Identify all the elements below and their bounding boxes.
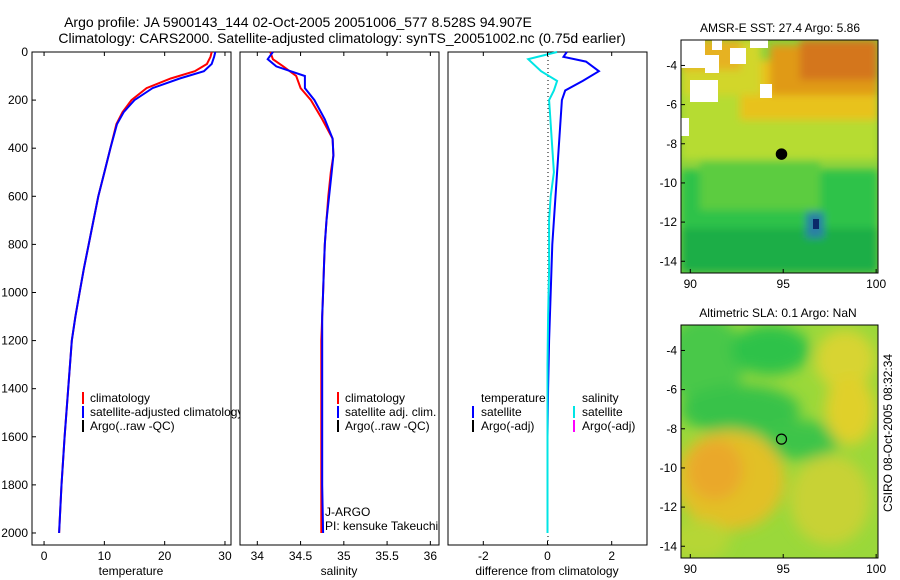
temperature-series xyxy=(58,51,217,534)
x-tick-label: 95 xyxy=(777,277,791,291)
x-tick-label: -2 xyxy=(478,549,489,563)
legend-sal-argo-label: Argo(-adj) xyxy=(582,419,635,433)
temperature-y-ticks: 0 200 400 600 800 1000 1200 1400 1600 1800 2000 xyxy=(1,45,36,540)
sla-map-panel: Altimetric SLA: 0.1 Argo: NaN 90 95 100 -4… xyxy=(660,306,887,576)
legend-temp-satellite-label: satellite xyxy=(481,405,522,419)
legend-satellite-adjusted-label: satellite-adjusted climatology xyxy=(90,405,243,419)
sla-map-image xyxy=(681,325,878,558)
temperature-legend: climatology satellite-adjusted climatolo… xyxy=(82,391,243,433)
legend-argo-label: Argo(..raw -QC) xyxy=(345,419,430,433)
x-tick-label: 35.5 xyxy=(375,549,399,563)
sst-map-panel: AMSR-E SST: 27.4 Argo: 5.86 xyxy=(660,21,887,291)
y-tick-label: -14 xyxy=(660,539,678,553)
y-tick-label: -10 xyxy=(660,176,678,190)
y-tick-label: 1000 xyxy=(1,285,28,299)
sst-map-y-ticks: -4 -6 -8 -10 -12 -14 xyxy=(660,58,685,268)
y-tick-label: -6 xyxy=(666,383,677,397)
x-tick-label: 95 xyxy=(777,562,791,576)
land-mask xyxy=(681,40,772,136)
y-tick-label: -14 xyxy=(660,254,678,268)
sla-map-x-ticks: 90 95 100 xyxy=(684,554,886,576)
y-tick-label: 400 xyxy=(8,141,28,155)
salinity-x-ticks: 34 34.5 35 35.5 36 xyxy=(251,52,438,563)
x-tick-label: 90 xyxy=(684,277,698,291)
temperature-panel: 0 10 20 30 0 200 400 600 800 1000 1200 1400 1600 180… xyxy=(1,45,243,578)
legend-satellite-label: satellite adj. clim. xyxy=(345,405,436,419)
argo-location-marker xyxy=(775,433,788,445)
difference-panel: -2 0 2 difference from climatology tempera… xyxy=(447,51,648,578)
temperature-axes-box xyxy=(31,51,232,546)
difference-series xyxy=(526,51,601,533)
difference-series-salinity-satellite xyxy=(526,51,559,533)
salinity-series xyxy=(266,51,335,534)
y-tick-label: 0 xyxy=(21,45,28,59)
sla-map-title: Altimetric SLA: 0.1 Argo: NaN xyxy=(699,306,856,320)
y-tick-label: 1400 xyxy=(1,382,28,396)
argo-location-marker xyxy=(775,148,788,160)
difference-x-ticks: -2 0 2 xyxy=(478,52,615,563)
x-tick-label: 90 xyxy=(684,562,698,576)
pi-annotation: PI: kensuke Takeuchi xyxy=(325,519,438,533)
sst-map-image xyxy=(681,40,878,273)
provenance-label: CSIRO 08-Oct-2005 08:32:34 xyxy=(881,354,895,512)
x-tick-label: 34.5 xyxy=(289,549,313,563)
legend-temperature-title: temperature xyxy=(481,391,546,405)
legend-sal-satellite-label: satellite xyxy=(582,405,623,419)
y-tick-label: -10 xyxy=(660,461,678,475)
program-annotation: J-ARGO xyxy=(325,505,370,519)
temperature-x-ticks: 0 10 20 30 xyxy=(41,52,232,563)
legend-climatology-label: climatology xyxy=(90,391,150,405)
difference-x-label: difference from climatology xyxy=(475,564,618,578)
x-tick-label: 0 xyxy=(41,549,48,563)
x-tick-label: 100 xyxy=(866,277,886,291)
x-tick-label: 10 xyxy=(98,549,112,563)
y-tick-label: -8 xyxy=(666,137,677,151)
salinity-legend: climatology satellite adj. clim. Argo(..… xyxy=(337,391,436,433)
x-tick-label: 30 xyxy=(218,549,232,563)
difference-legend: temperature satellite Argo(-adj) salinit… xyxy=(472,391,635,433)
y-tick-label: 1800 xyxy=(1,478,28,492)
y-tick-label: -12 xyxy=(660,500,678,514)
legend-salinity-title: salinity xyxy=(582,391,619,405)
y-tick-label: 2000 xyxy=(1,526,28,540)
x-tick-label: 35 xyxy=(337,549,351,563)
y-tick-label: -8 xyxy=(666,422,677,436)
sla-map-y-ticks: -4 -6 -8 -10 -12 -14 xyxy=(660,343,685,553)
legend-argo-label: Argo(..raw -QC) xyxy=(90,419,175,433)
legend-temp-argo-label: Argo(-adj) xyxy=(481,419,534,433)
temperature-x-label: temperature xyxy=(99,564,164,578)
x-tick-label: 100 xyxy=(866,562,886,576)
sst-map-x-ticks: 90 95 100 xyxy=(684,269,886,291)
legend-climatology-label: climatology xyxy=(345,391,405,405)
figure-title-line1: Argo profile: JA 5900143_144 02-Oct-2005… xyxy=(64,14,532,30)
y-tick-label: -4 xyxy=(666,343,677,357)
y-tick-label: 1600 xyxy=(1,430,28,444)
sla-map-frame xyxy=(680,324,879,559)
x-tick-label: 36 xyxy=(424,549,438,563)
x-tick-label: 2 xyxy=(608,549,615,563)
y-tick-label: -4 xyxy=(666,58,677,72)
sst-map-title: AMSR-E SST: 27.4 Argo: 5.86 xyxy=(700,21,860,35)
x-tick-label: 34 xyxy=(251,549,265,563)
x-tick-label: 20 xyxy=(158,549,172,563)
salinity-panel: 34 34.5 35 35.5 36 salinity climatology sate… xyxy=(239,51,440,578)
y-tick-label: 800 xyxy=(8,237,28,251)
y-tick-label: 1200 xyxy=(1,334,28,348)
y-tick-label: 600 xyxy=(8,189,28,203)
temperature-series-satellite-adjusted-climatology xyxy=(58,51,217,534)
y-tick-label: -12 xyxy=(660,215,678,229)
figure-title-line2: Climatology: CARS2000. Satellite-adjuste… xyxy=(58,30,625,46)
salinity-x-label: salinity xyxy=(321,564,358,578)
salinity-series-satellite-adj-clim- xyxy=(266,51,335,534)
sst-map-frame xyxy=(680,39,879,274)
salinity-axes-box xyxy=(239,51,440,546)
x-tick-label: 0 xyxy=(544,549,551,563)
y-tick-label: -6 xyxy=(666,98,677,112)
y-tick-label: 200 xyxy=(8,93,28,107)
